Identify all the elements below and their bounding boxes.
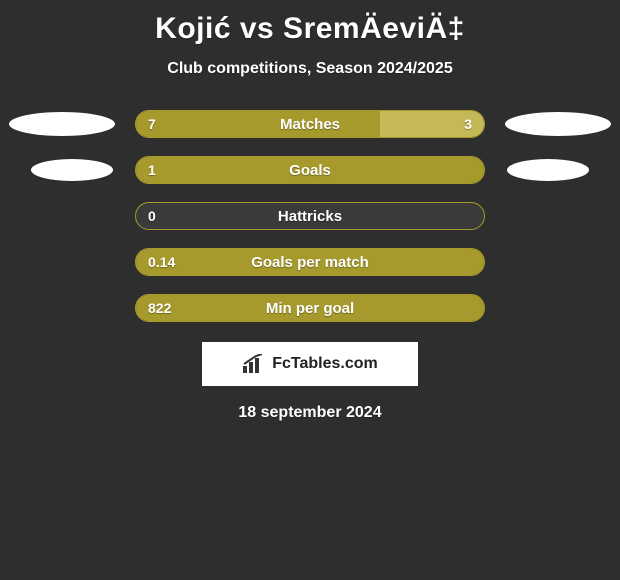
stat-bar: 0.14Goals per match [135, 248, 485, 276]
stat-value-right: 3 [464, 116, 472, 132]
team-left-marker [9, 112, 115, 136]
stat-bar: 1Goals [135, 156, 485, 184]
brand-chart-icon [242, 354, 266, 374]
stat-label: Hattricks [136, 208, 484, 225]
stat-bar-left-fill [136, 157, 484, 183]
page: Kojić vs SremÄeviÄ‡ Club competitions, S… [0, 0, 620, 580]
stat-value-left: 0.14 [148, 254, 175, 270]
page-subtitle: Club competitions, Season 2024/2025 [167, 60, 452, 78]
stat-bar: 73Matches [135, 110, 485, 138]
stat-bar-left-fill [136, 111, 380, 137]
stat-value-left: 0 [148, 208, 156, 224]
stat-bar-left-fill [136, 249, 484, 275]
team-right-marker [507, 159, 589, 181]
stat-value-left: 1 [148, 162, 156, 178]
stat-row: 0.14Goals per match [0, 248, 620, 276]
stat-row: 0Hattricks [0, 202, 620, 230]
footer-date: 18 september 2024 [238, 404, 381, 422]
brand-text: FcTables.com [272, 355, 378, 373]
stat-row: 73Matches [0, 110, 620, 138]
stat-bar-left-fill [136, 295, 484, 321]
team-right-marker [505, 112, 611, 136]
stat-row: 1Goals [0, 156, 620, 184]
stat-row: 822Min per goal [0, 294, 620, 322]
stat-bar: 0Hattricks [135, 202, 485, 230]
page-title: Kojić vs SremÄeviÄ‡ [155, 12, 465, 46]
stat-value-left: 7 [148, 116, 156, 132]
stat-value-left: 822 [148, 300, 171, 316]
stats-chart: 73Matches1Goals0Hattricks0.14Goals per m… [0, 110, 620, 322]
team-left-marker [31, 159, 113, 181]
stat-bar: 822Min per goal [135, 294, 485, 322]
brand-badge: FcTables.com [202, 342, 418, 386]
